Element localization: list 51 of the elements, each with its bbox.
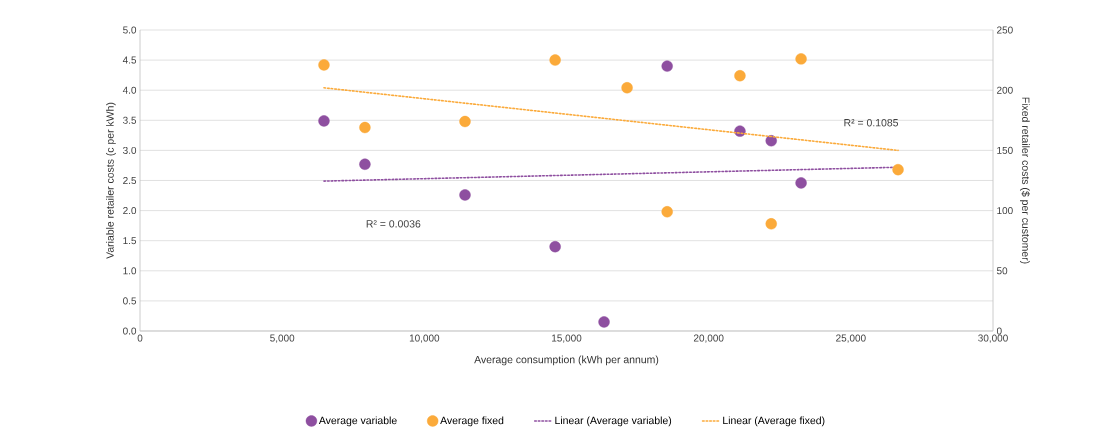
legend-label: Linear (Average fixed) bbox=[723, 416, 825, 427]
x-tick-label: 30,000 bbox=[978, 334, 1008, 343]
y-tick-label: 1.0 bbox=[123, 267, 137, 275]
point bbox=[549, 54, 561, 66]
y2-tick-label: 0 bbox=[996, 327, 1002, 335]
x-tick-label: 25,000 bbox=[836, 334, 866, 343]
y-tick-label: 0.0 bbox=[123, 327, 137, 335]
y2-tick-label: 250 bbox=[997, 26, 1013, 34]
x-tick-label: 5,000 bbox=[270, 334, 295, 343]
point bbox=[795, 53, 807, 65]
annotation: R² = 0.1085 bbox=[844, 119, 899, 127]
point bbox=[892, 163, 904, 176]
legend-label: Average variable bbox=[318, 416, 397, 427]
y-tick-label: 3.5 bbox=[123, 116, 137, 124]
point bbox=[765, 218, 777, 230]
y2-tick-label: 50 bbox=[996, 267, 1008, 275]
y2-tick-label: 150 bbox=[997, 146, 1013, 154]
annotation: R² = 0.0036 bbox=[366, 220, 421, 228]
x-tick-label: 15,000 bbox=[552, 334, 582, 343]
y-tick-label: 0.5 bbox=[123, 297, 137, 305]
x-tick-label: 20,000 bbox=[693, 334, 724, 343]
point bbox=[598, 316, 610, 328]
y-tick-label: 5.0 bbox=[123, 26, 137, 34]
y2-axis-title: Fixed retailer costs ($ per customer) bbox=[1019, 97, 1030, 264]
legend-label: Average fixed bbox=[440, 416, 504, 427]
y-axis-title: Variable retailer costs (c per kWh) bbox=[106, 102, 116, 259]
y2-tick-label: 200 bbox=[997, 86, 1013, 94]
point bbox=[549, 241, 561, 253]
y-tick-label: 2.5 bbox=[123, 176, 137, 185]
point bbox=[661, 60, 673, 72]
point bbox=[459, 115, 471, 128]
point bbox=[765, 135, 777, 147]
point bbox=[359, 158, 371, 170]
y-tick-label: 1.5 bbox=[123, 237, 137, 245]
y-tick-label: 3.0 bbox=[123, 146, 137, 154]
y-tick-label: 4.0 bbox=[122, 86, 137, 94]
x-axis-title: Average consumption (kWh per annum) bbox=[474, 355, 659, 366]
point bbox=[318, 59, 330, 71]
point bbox=[734, 70, 746, 82]
x-tick-label: 10,000 bbox=[409, 334, 440, 343]
point bbox=[459, 189, 471, 201]
point bbox=[661, 206, 673, 218]
point bbox=[795, 177, 807, 189]
y-tick-label: 4.5 bbox=[122, 56, 137, 64]
x-tick-label: 0 bbox=[137, 334, 143, 342]
y-tick-label: 2.0 bbox=[123, 207, 137, 215]
point bbox=[621, 82, 633, 94]
point bbox=[318, 115, 330, 127]
point bbox=[359, 121, 371, 134]
legend-label: Linear (Average variable) bbox=[555, 416, 672, 427]
y2-tick-label: 100 bbox=[997, 207, 1013, 215]
